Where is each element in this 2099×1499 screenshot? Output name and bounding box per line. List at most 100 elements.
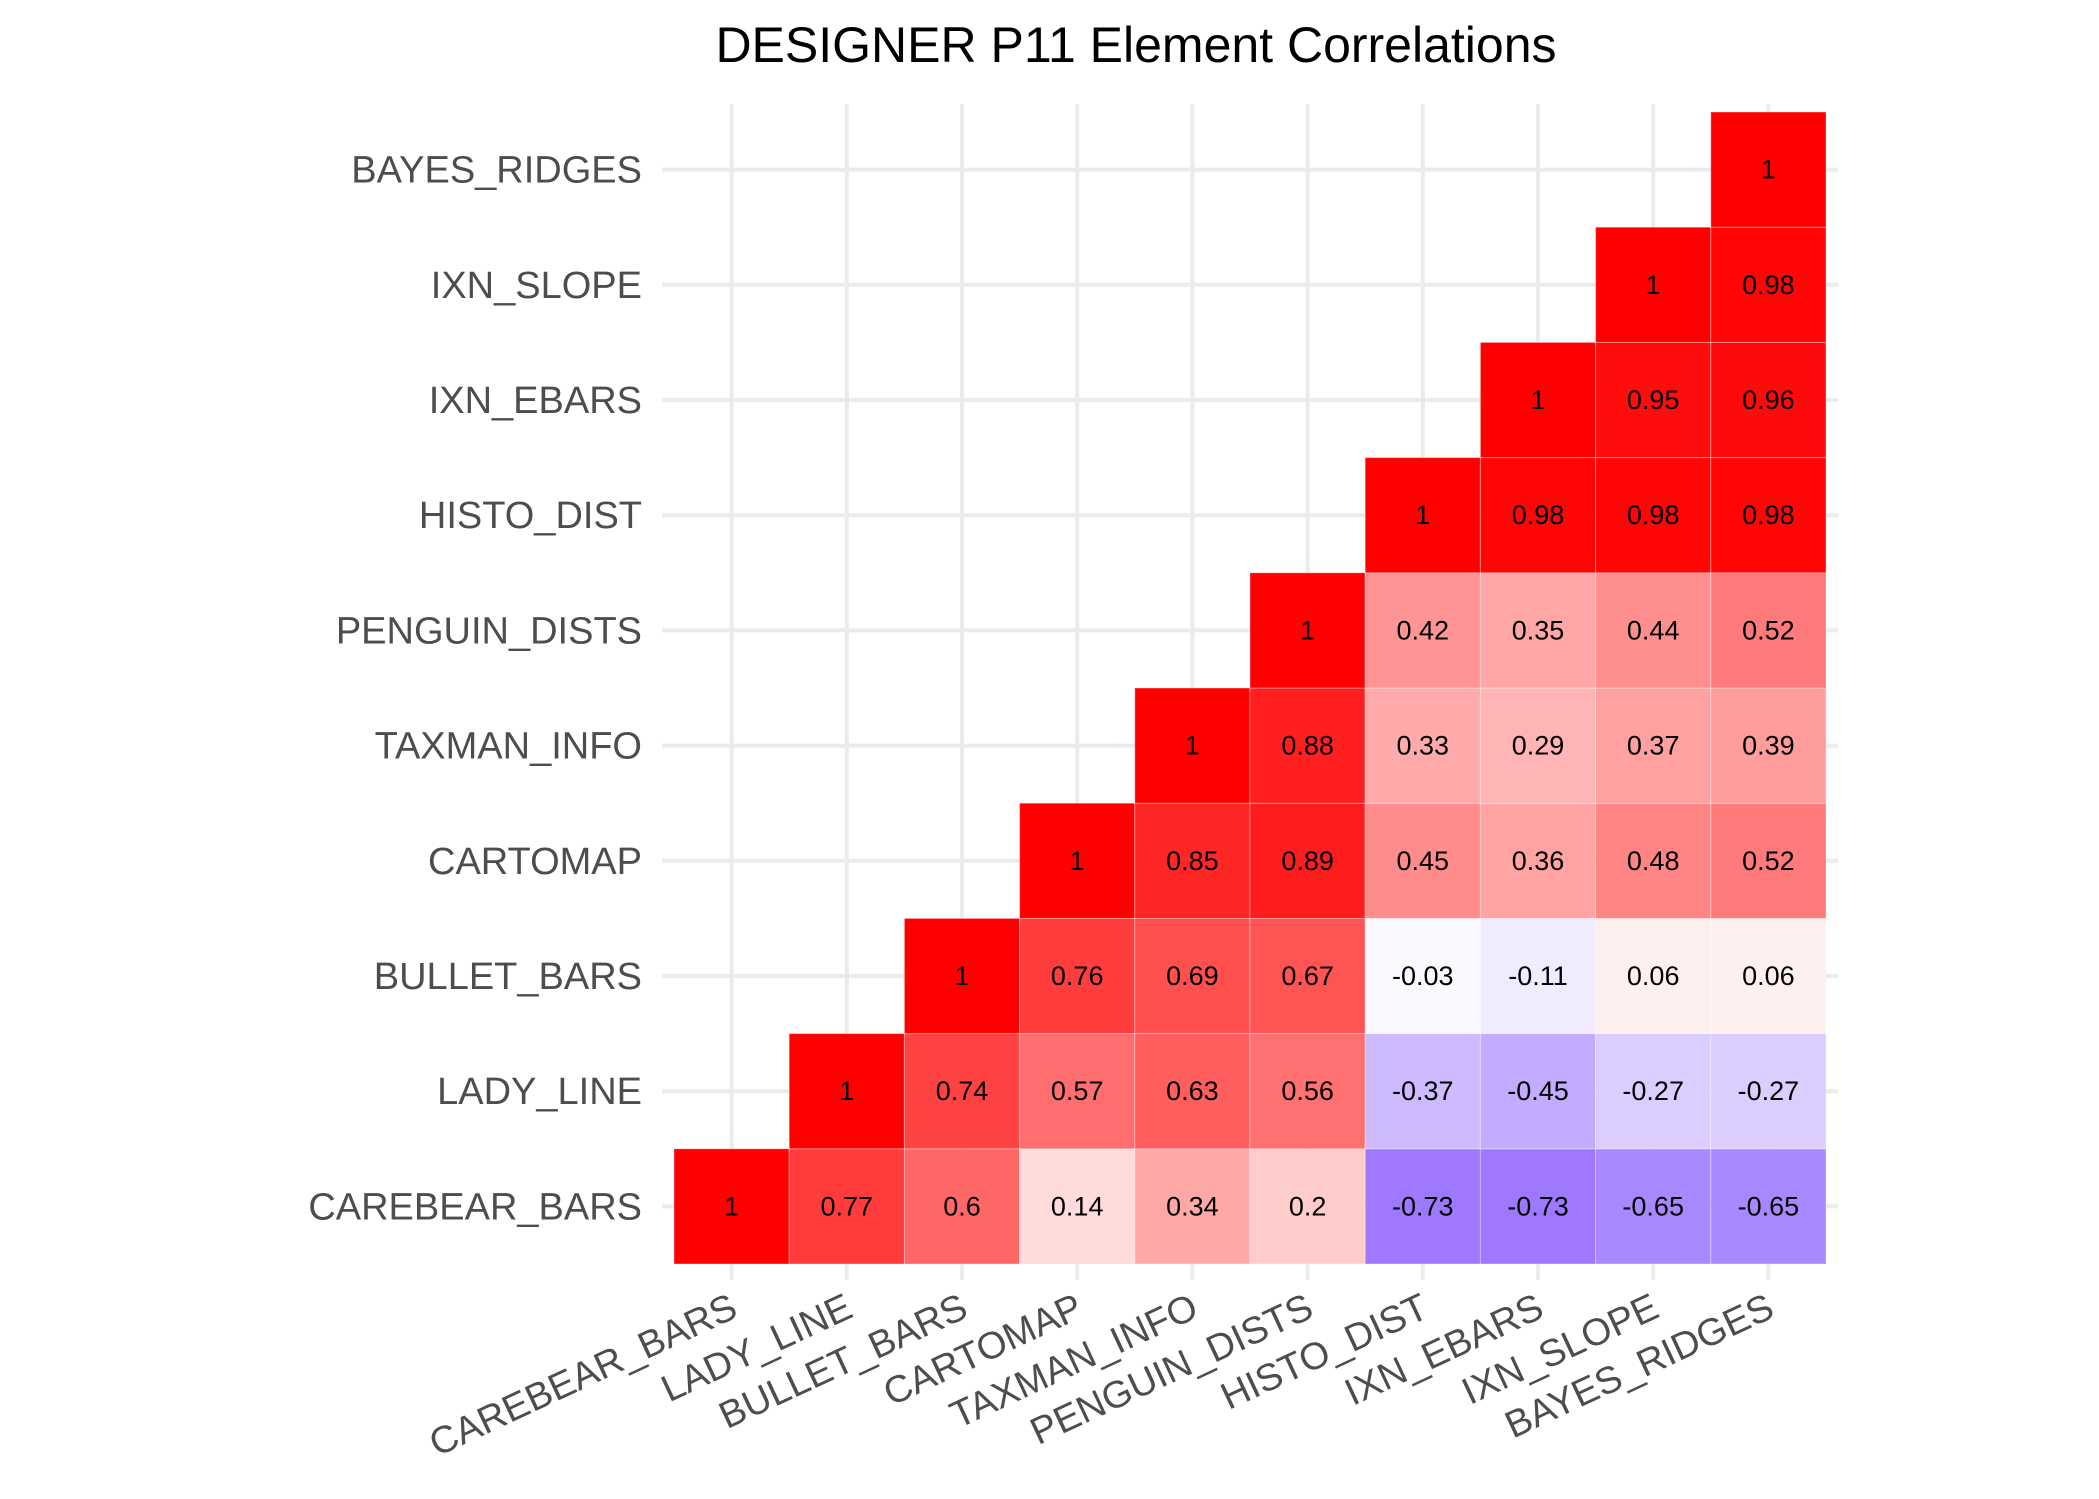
cell-value-label: -0.27 [1738, 1076, 1800, 1106]
heatmap-cell [903, 1033, 1021, 1150]
y-tick-label: TAXMAN_INFO [375, 726, 642, 768]
y-tick-label: HISTO_DIST [419, 495, 642, 537]
cell-value-label: 0.98 [1742, 500, 1795, 530]
heatmap-cell [788, 1148, 905, 1265]
cell-value-label: 0.33 [1397, 731, 1450, 761]
heatmap-cell [1019, 1148, 1136, 1265]
heatmap-cell [1364, 687, 1481, 804]
heatmap-cell [1710, 1033, 1827, 1150]
y-tick-label: IXN_SLOPE [431, 265, 642, 307]
cell-value-label: 1 [1415, 500, 1430, 530]
y-tick-label: CARTOMAP [428, 841, 642, 883]
y-tick-label: LADY_LINE [437, 1071, 642, 1113]
cell-value-label: 0.06 [1627, 961, 1680, 991]
cell-value-label: -0.27 [1622, 1076, 1684, 1106]
cell-value-label: 1 [724, 1191, 739, 1221]
heatmap-cell [1134, 1033, 1251, 1150]
heatmap-cell [1710, 457, 1827, 574]
heatmap-cell [903, 1148, 1021, 1265]
heatmap-cell [1595, 802, 1712, 919]
cell-value-label: 0.63 [1166, 1076, 1219, 1106]
cell-value-label: -0.37 [1392, 1076, 1454, 1106]
cell-value-label: 1 [1646, 270, 1661, 300]
heatmap-cell [1479, 341, 1597, 459]
cell-value-label: 0.89 [1281, 846, 1334, 876]
heatmap-cell [1595, 457, 1712, 574]
cell-value-label: 0.95 [1627, 385, 1680, 415]
cell-value-label: -0.03 [1392, 961, 1454, 991]
cell-value-label: 1 [839, 1076, 854, 1106]
cell-value-label: 1 [954, 961, 969, 991]
heatmap-cell [1595, 1148, 1712, 1265]
cell-value-label: 1 [1530, 385, 1545, 415]
heatmap-cell [1019, 802, 1136, 919]
cell-value-label: 0.52 [1742, 615, 1795, 645]
heatmap-cell [1479, 802, 1597, 919]
x-axis-labels: CAREBEAR_BARSLADY_LINEBULLET_BARSCARTOMA… [423, 1286, 1780, 1465]
cell-value-label: 0.6 [943, 1191, 981, 1221]
cell-value-label: -0.45 [1507, 1076, 1569, 1106]
cell-value-label: 0.48 [1627, 846, 1680, 876]
y-tick-label: PENGUIN_DISTS [336, 610, 642, 652]
heatmap-cell [788, 1033, 905, 1150]
heatmap-cell [673, 1148, 790, 1265]
cell-value-label: 0.36 [1512, 846, 1565, 876]
heatmap-cell [1710, 111, 1827, 228]
cell-value-label: 0.96 [1742, 385, 1795, 415]
cell-value-label: 0.34 [1166, 1191, 1219, 1221]
heatmap-cell [1595, 687, 1712, 804]
heatmap-cell [1134, 917, 1251, 1035]
cell-value-label: 0.69 [1166, 961, 1219, 991]
cell-value-label: 0.57 [1051, 1076, 1104, 1106]
heatmap-cell [1710, 572, 1827, 689]
y-tick-label: IXN_EBARS [429, 380, 642, 422]
heatmap-cell [1710, 1148, 1827, 1265]
heatmap-cell [1134, 1148, 1251, 1265]
heatmap-cell [1479, 457, 1597, 574]
heatmap-cell [1249, 1033, 1366, 1150]
cell-value-label: 1 [1185, 731, 1200, 761]
cell-value-label: 0.29 [1512, 731, 1565, 761]
heatmap-cell [1249, 1148, 1366, 1265]
cell-value-label: 0.2 [1289, 1191, 1327, 1221]
heatmap-cell [1019, 917, 1136, 1035]
cell-value-label: -0.73 [1507, 1191, 1569, 1221]
cell-value-label: -0.73 [1392, 1191, 1454, 1221]
heatmap-cell [1479, 1148, 1597, 1265]
heatmap-cell [1479, 917, 1597, 1035]
cell-value-label: 0.44 [1627, 615, 1680, 645]
heatmap-cell [1710, 341, 1827, 459]
heatmap-cell [1710, 917, 1827, 1035]
cell-value-label: 0.77 [821, 1191, 874, 1221]
cell-value-label: 0.98 [1627, 500, 1680, 530]
heatmap-cell [1019, 1033, 1136, 1150]
heatmap-cell [1595, 341, 1712, 459]
heatmap-cell [1364, 1148, 1481, 1265]
cell-value-label: 0.56 [1281, 1076, 1334, 1106]
chart-title: DESIGNER P11 Element Correlations [715, 17, 1556, 73]
cell-value-label: -0.65 [1738, 1191, 1800, 1221]
cell-value-label: 0.37 [1627, 731, 1680, 761]
cell-value-label: 0.39 [1742, 731, 1795, 761]
heatmap-cell [903, 917, 1021, 1035]
heatmap-cell [1595, 1033, 1712, 1150]
cell-value-label: 0.98 [1512, 500, 1565, 530]
heatmap-cell [1364, 802, 1481, 919]
cell-value-label: 1 [1300, 615, 1315, 645]
heatmap-cell [1479, 572, 1597, 689]
cell-value-label: 0.42 [1397, 615, 1450, 645]
heatmap-cell [1479, 1033, 1597, 1150]
cell-value-label: 1 [1070, 846, 1085, 876]
y-tick-label: BULLET_BARS [374, 956, 642, 998]
cell-value-label: -0.11 [1508, 961, 1568, 991]
cell-value-label: 0.52 [1742, 846, 1795, 876]
cell-value-label: 0.67 [1281, 961, 1334, 991]
cell-value-label: 1 [1761, 155, 1776, 185]
y-tick-label: BAYES_RIDGES [351, 150, 642, 192]
heatmap-cell [1364, 457, 1481, 574]
cell-labels: 1 0.77 0.6 0.14 0.34 0.2 -0.73 -0.73 -0.65 -0.65 1… [724, 155, 1799, 1222]
cell-value-label: -0.65 [1622, 1191, 1684, 1221]
cell-value-label: 0.98 [1742, 270, 1795, 300]
cell-value-label: 0.74 [936, 1076, 989, 1106]
